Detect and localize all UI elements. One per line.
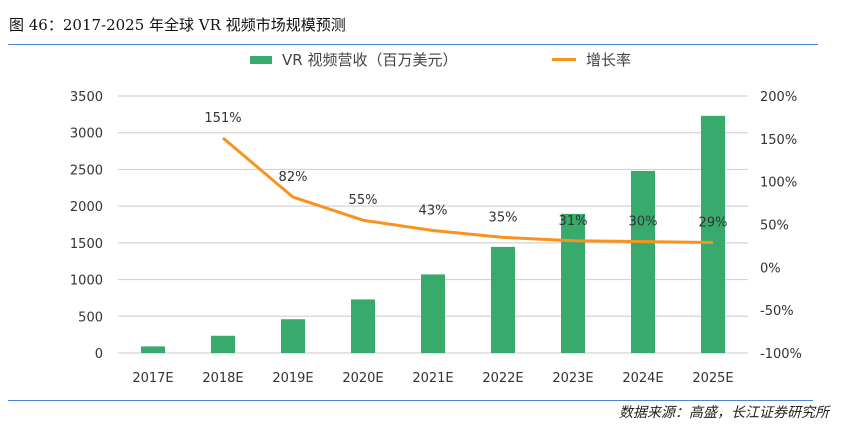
legend-item-growth: 增长率 [552, 49, 631, 70]
figure-title: 图 46：2017-2025 年全球 VR 视频市场规模预测 [9, 16, 346, 34]
legend-label-growth: 增长率 [586, 51, 632, 69]
legend-label-revenue: VR 视频营收（百万美元） [282, 51, 458, 69]
y-right-tick-label: 200% [760, 90, 797, 105]
x-tick-label: 2022E [482, 371, 523, 386]
y-left-tick-label: 1500 [70, 237, 103, 252]
legend-swatch-bar [250, 55, 272, 64]
data-label: 43% [419, 203, 448, 218]
y-left-tick-label: 3500 [70, 90, 103, 105]
y-right-tick-label: -50% [760, 304, 794, 319]
source-note: 数据来源：高盛，长江证券研究所 [619, 405, 829, 421]
legend-item-revenue: VR 视频营收（百万美元） [250, 49, 457, 70]
y-right-tick-label: 0% [760, 261, 781, 276]
bar [211, 335, 235, 353]
bar [631, 170, 655, 353]
top-rule [8, 44, 818, 45]
data-label: 151% [204, 111, 241, 126]
bar [281, 319, 305, 353]
y-right-tick-label: 150% [760, 133, 797, 148]
bar [701, 115, 725, 353]
bar [351, 299, 375, 353]
legend-swatch-line [552, 58, 576, 61]
y-left-tick-label: 1000 [70, 274, 103, 289]
data-label: 82% [279, 170, 308, 185]
y-right-tick-label: -100% [760, 347, 802, 362]
bar [421, 274, 445, 353]
y-left-tick-label: 2500 [70, 163, 103, 178]
x-tick-label: 2025E [692, 371, 733, 386]
bottom-rule [8, 400, 813, 401]
bar [561, 213, 585, 353]
y-left-tick-label: 2000 [70, 200, 103, 215]
y-right-tick-label: 50% [760, 219, 789, 234]
x-tick-label: 2018E [202, 371, 243, 386]
x-tick-label: 2023E [552, 371, 593, 386]
data-label: 35% [489, 210, 518, 225]
x-tick-label: 2019E [272, 371, 313, 386]
data-label: 30% [629, 215, 658, 230]
y-right-tick-label: 100% [760, 176, 797, 191]
y-left-tick-label: 3000 [70, 127, 103, 142]
growth-line [222, 136, 714, 244]
y-left-tick-label: 0 [95, 347, 103, 362]
x-tick-label: 2021E [412, 371, 453, 386]
data-label: 31% [559, 214, 588, 229]
x-tick-label: 2017E [132, 371, 173, 386]
y-left-tick-label: 500 [78, 310, 103, 325]
x-tick-label: 2024E [622, 371, 663, 386]
bar [491, 246, 515, 353]
bar [141, 346, 165, 353]
data-label: 29% [699, 215, 728, 230]
data-label: 55% [349, 193, 378, 208]
x-tick-label: 2020E [342, 371, 383, 386]
